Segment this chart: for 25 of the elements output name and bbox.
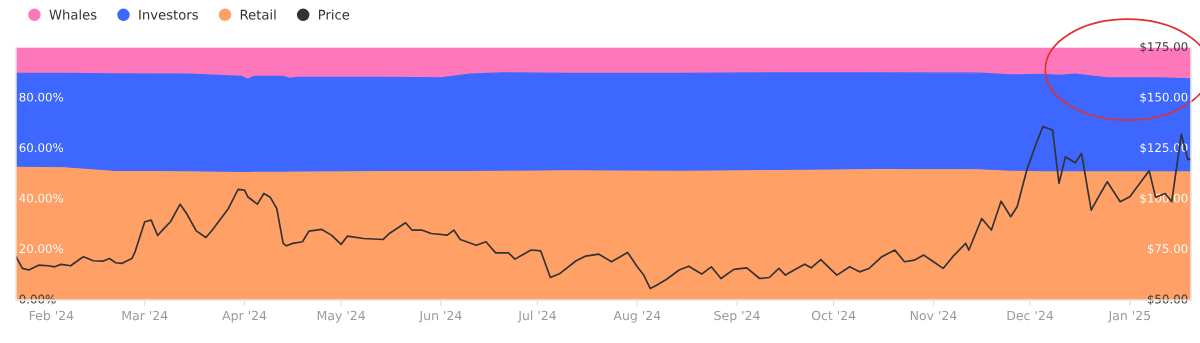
x-tick-label: May '24 (317, 310, 365, 323)
x-tick-label: Jun '24 (418, 310, 462, 323)
y-tick-label: 0.00% (19, 294, 56, 304)
legend-label: Investors (139, 9, 198, 20)
legend-label: Whales (49, 9, 97, 20)
x-tick-label: Jan '25 (1107, 310, 1151, 323)
x-tick-label: Oct '24 (811, 310, 856, 321)
y-tick-label: 20.00% (19, 244, 64, 254)
y-tick-label: 60.00% (19, 143, 64, 153)
legend-label: Retail (240, 9, 276, 20)
y2-tick-label: $175.00 (1140, 41, 1188, 53)
x-tick-label: Sep '24 (714, 310, 760, 323)
legend-label: Price (318, 9, 350, 20)
x-tick-label: Nov '24 (910, 310, 957, 321)
x-tick-label: Aug '24 (613, 310, 661, 323)
line-series (15, 125, 1191, 290)
y-tick-label: 80.00% (19, 92, 64, 102)
y-tick-label: 40.00% (19, 193, 64, 203)
x-tick-label: Apr '24 (222, 310, 267, 323)
x-tick-label: Dec '24 (1007, 310, 1054, 321)
x-tick-label: Jul '24 (517, 310, 556, 323)
x-tick-label: Feb '24 (29, 310, 74, 321)
y2-tick-label: $75.00 (1147, 243, 1188, 255)
y2-tick-label: $150.00 (1140, 92, 1188, 104)
x-tick-label: Mar '24 (122, 310, 168, 321)
